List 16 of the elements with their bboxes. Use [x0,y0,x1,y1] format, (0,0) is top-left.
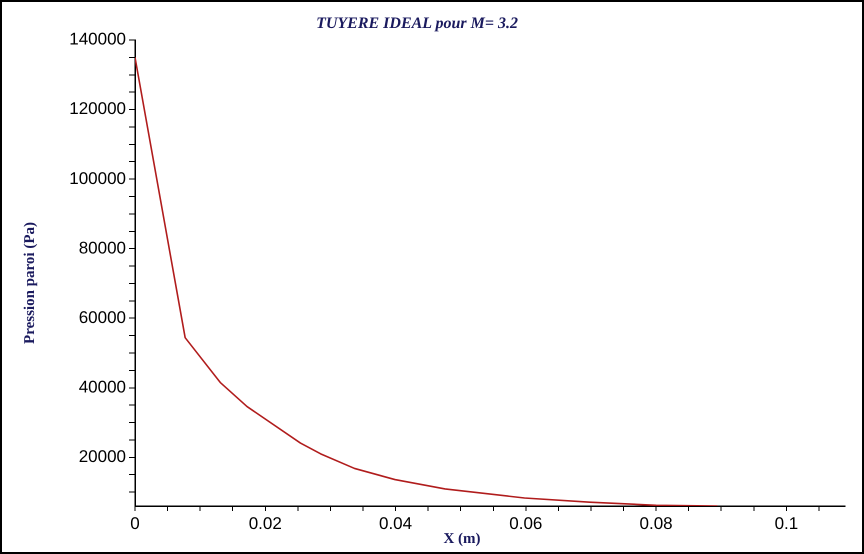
x-tick-label: 0.1 [774,514,798,533]
y-tick-label: 40000 [78,377,126,396]
x-tick-label: 0.06 [509,514,542,533]
x-tick-label: 0 [130,514,140,533]
chart-title: TUYERE IDEAL pour M= 3.2 [316,15,518,32]
x-tick-label: 0.08 [640,514,673,533]
x-tick-label: 0.04 [379,514,412,533]
y-axis-title: Pression paroi (Pa) [22,222,38,344]
y-tick-label: 140000 [69,30,126,49]
x-axis-title: X (m) [443,530,481,547]
y-tick-label: 60000 [78,308,126,327]
y-tick-label: 20000 [78,447,126,466]
y-tick-label: 80000 [78,238,126,258]
y-tick-label: 100000 [69,168,126,188]
x-tick-label: 0.02 [248,514,282,533]
y-tick-label: 120000 [69,99,126,118]
